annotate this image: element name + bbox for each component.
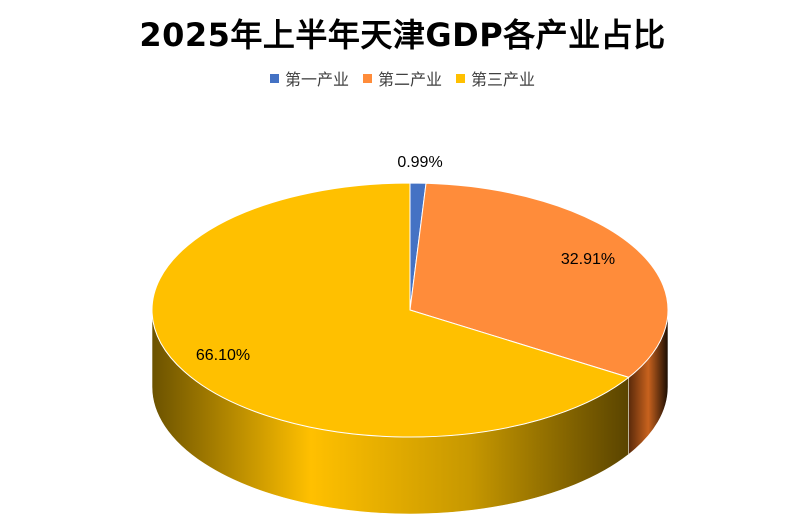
legend-item-secondary: 第二产业 xyxy=(362,66,442,90)
data-label-secondary: 32.91% xyxy=(561,251,615,268)
pie-slice-tertiary xyxy=(151,182,630,438)
data-label-primary: 0.99% xyxy=(397,154,442,171)
pie-sides xyxy=(151,309,669,515)
legend-item-tertiary: 第三产业 xyxy=(456,66,535,90)
legend-item-primary: 第一产业 xyxy=(269,66,349,90)
legend-label-primary: 第一产业 xyxy=(284,70,349,89)
legend-swatch-tertiary xyxy=(456,73,465,83)
data-label-tertiary: 66.10% xyxy=(196,347,250,364)
pie-labels: 0.99% 32.91% 66.10% xyxy=(196,154,615,364)
legend-label-secondary: 第二产业 xyxy=(377,70,442,89)
pie-top xyxy=(151,182,669,438)
pie-slice-secondary xyxy=(409,182,669,378)
legend-label-tertiary: 第三产业 xyxy=(471,70,536,89)
legend-swatch-secondary xyxy=(362,73,372,83)
chart-title: 2025年上半年天津GDP各产业占比 xyxy=(139,16,666,54)
legend-swatch-primary xyxy=(269,73,279,83)
legend: 第一产业 第二产业 第三产业 xyxy=(0,66,805,90)
